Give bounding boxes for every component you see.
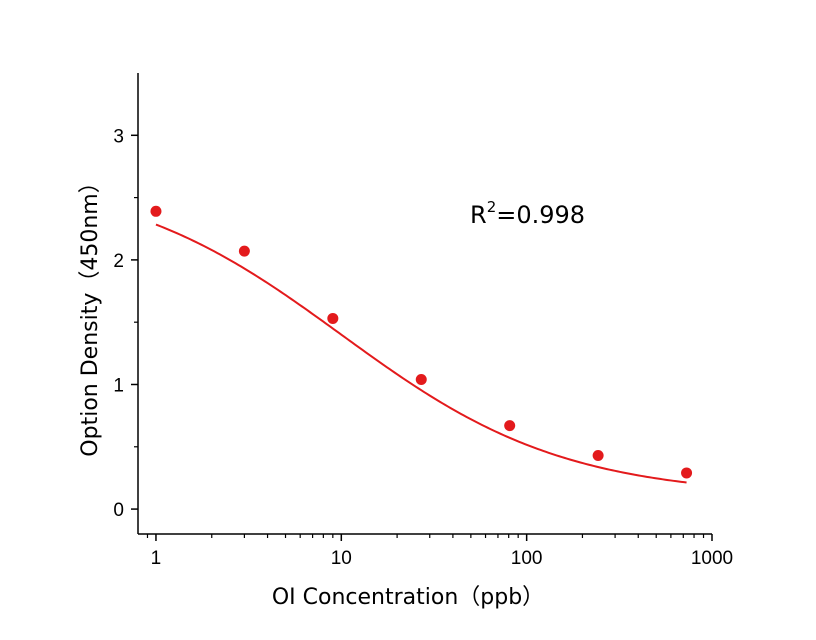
fit-curve: [155, 223, 687, 484]
data-point: [327, 312, 339, 324]
r-squared-superscript: 2: [487, 198, 497, 216]
data-point: [150, 205, 162, 217]
data-points: [150, 205, 693, 479]
data-point: [415, 374, 427, 386]
y-tick-label: 0: [113, 500, 124, 521]
y-axis-title: Option Density（450nm）: [78, 171, 103, 456]
x-tick-label: 1: [151, 548, 162, 569]
r-squared-value: =0.998: [496, 201, 585, 229]
y-ticks: 0 1 2 3: [113, 126, 138, 521]
x-ticks: 1 10 100 1000: [146, 534, 733, 569]
x-axis-title: OI Concentration（ppb）: [272, 585, 544, 610]
x-tick-label: 10: [331, 548, 352, 569]
r-squared-annotation: R2=0.998: [470, 198, 585, 229]
data-point: [504, 420, 516, 432]
data-point: [592, 450, 604, 462]
y-tick-label: 2: [113, 251, 124, 272]
axes: 0 1 2 3 1 10 100 1000: [113, 73, 733, 569]
x-tick-label: 100: [511, 548, 543, 569]
data-point: [681, 467, 693, 479]
r-squared-base: R: [470, 201, 487, 229]
y-tick-label: 3: [113, 126, 124, 147]
x-tick-label: 1000: [691, 548, 733, 569]
y-tick-label: 1: [113, 375, 124, 396]
data-point: [238, 245, 250, 257]
